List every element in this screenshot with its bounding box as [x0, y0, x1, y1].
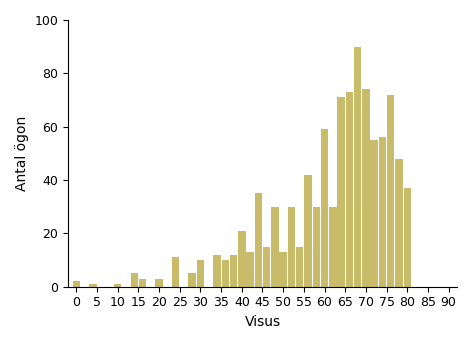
Bar	[172, 257, 179, 287]
Bar	[296, 247, 303, 287]
Bar	[230, 255, 237, 287]
Bar	[371, 140, 378, 287]
Bar	[304, 175, 312, 287]
Bar	[131, 273, 138, 287]
Bar	[354, 47, 362, 287]
Bar	[395, 159, 403, 287]
Bar	[213, 255, 221, 287]
Bar	[89, 284, 97, 287]
Bar	[312, 207, 320, 287]
Bar	[246, 252, 254, 287]
Bar	[263, 247, 270, 287]
Bar	[139, 279, 146, 287]
Bar	[288, 207, 295, 287]
Bar	[271, 207, 278, 287]
Bar	[321, 129, 328, 287]
Bar	[254, 193, 262, 287]
Bar	[238, 231, 245, 287]
Bar	[404, 188, 411, 287]
Bar	[221, 260, 229, 287]
Bar	[114, 284, 121, 287]
Bar	[379, 137, 386, 287]
Bar	[155, 279, 163, 287]
Bar	[73, 281, 80, 287]
Bar	[197, 260, 204, 287]
Bar	[337, 97, 345, 287]
X-axis label: Visus: Visus	[244, 315, 280, 329]
Bar	[362, 89, 370, 287]
Bar	[329, 207, 337, 287]
Bar	[346, 92, 353, 287]
Y-axis label: Antal ögon: Antal ögon	[15, 116, 29, 191]
Bar	[387, 95, 395, 287]
Bar	[188, 273, 196, 287]
Bar	[279, 252, 287, 287]
